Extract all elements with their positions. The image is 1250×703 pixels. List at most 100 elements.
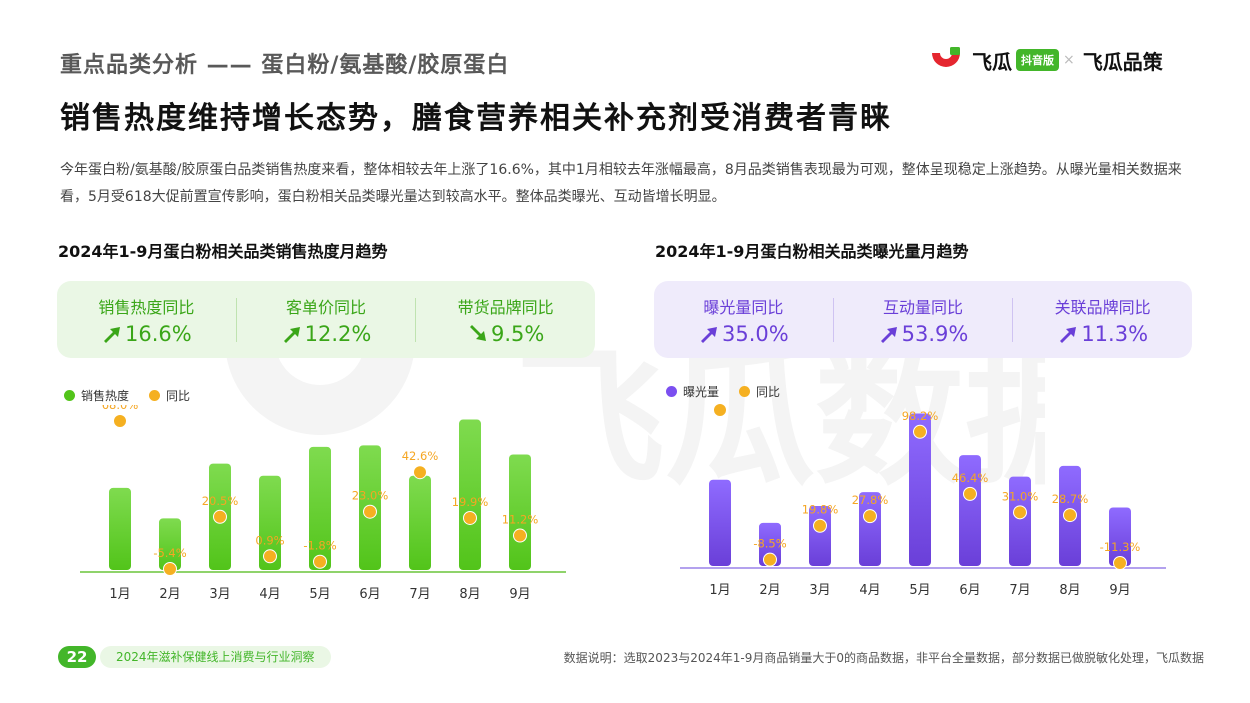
x-tick-label: 7月	[409, 587, 430, 602]
kpi-label: 曝光量同比	[703, 297, 784, 317]
yoy-point-1月	[713, 403, 727, 417]
right-bar-chart: 116.4% 1月 -8.5% 2月 19.8% 3月 27.8% 4月 98.2% 5月 46.4…	[680, 400, 1166, 598]
bar-9月	[509, 454, 531, 570]
trend-down-arrow-icon	[470, 324, 486, 341]
kpi-label: 互动量同比	[883, 297, 964, 317]
logo-separator: ×	[1063, 52, 1075, 68]
kpi-value: 35.0%	[721, 321, 789, 346]
yoy-label-6月: 46.4%	[952, 471, 989, 485]
kpi-divider	[832, 297, 834, 342]
kpi-value-row: 35.0%	[654, 322, 833, 346]
legend-label: 同比	[756, 385, 781, 399]
kpi-value-row: 12.2%	[237, 322, 416, 346]
bar-5月	[909, 413, 931, 566]
yoy-label-6月: 23.0%	[352, 489, 389, 503]
x-tick-label: 2月	[759, 583, 780, 598]
x-tick-label: 8月	[459, 587, 480, 602]
yoy-point-2月	[163, 562, 177, 576]
bar-4月	[859, 492, 881, 566]
yoy-point-3月	[813, 518, 827, 533]
legend-swatch-purple	[666, 386, 677, 397]
x-tick-label: 6月	[359, 587, 380, 602]
kpi-value: 12.2%	[304, 321, 372, 346]
legend-swatch-orange	[739, 386, 751, 397]
yoy-point-7月	[1013, 505, 1027, 520]
kpi-label: 客单价同比	[286, 297, 367, 317]
left-chart-title: 2024年1-9月蛋白粉相关品类销售热度月趋势	[58, 242, 388, 261]
kpi-divider	[235, 297, 237, 342]
kpi-value: 9.5%	[491, 321, 545, 346]
right-kpi-panel: 曝光量同比 35.0% 互动量同比 53.9% 关联品牌同比 11.3%	[654, 281, 1192, 358]
trend-up-arrow-icon	[880, 326, 897, 343]
kpi-value-row: 11.3%	[1013, 322, 1192, 346]
x-tick-label: 9月	[1109, 583, 1130, 598]
kpi-value-row: 53.9%	[834, 322, 1013, 346]
right-chart-title: 2024年1-9月蛋白粉相关品类曝光量月趋势	[655, 242, 969, 261]
yoy-point-1月	[113, 414, 127, 428]
kpi-card: 曝光量同比 35.0%	[654, 292, 833, 348]
kpi-divider	[1012, 297, 1014, 342]
kpi-card: 客单价同比 12.2%	[237, 292, 416, 348]
section-title: 重点品类分析 —— 蛋白粉/氨基酸/胶原蛋白	[60, 53, 510, 78]
left-kpi-panel: 销售热度同比 16.6% 客单价同比 12.2% 带货品牌同比 9.5%	[57, 281, 595, 358]
x-tick-label: 7月	[1009, 583, 1030, 598]
x-tick-label: 6月	[959, 583, 980, 598]
description: 今年蛋白粉/氨基酸/胶原蛋白品类销售热度来看，整体相较去年上涨了16.6%，其中…	[60, 162, 1182, 205]
right-legend: 曝光量 同比	[666, 383, 800, 400]
yoy-point-4月	[863, 509, 877, 524]
yoy-point-3月	[213, 509, 227, 524]
yoy-label-1月: 68.0%	[102, 405, 139, 412]
legend-swatch-green	[64, 390, 75, 401]
bar-2月	[159, 518, 181, 570]
kpi-value: 16.6%	[124, 321, 192, 346]
x-tick-label: 5月	[909, 583, 930, 598]
yoy-point-9月	[1113, 556, 1127, 570]
legend-item-yoy: 同比	[149, 387, 190, 404]
yoy-label-9月: 11.2%	[502, 513, 539, 527]
bar-4月	[259, 475, 281, 570]
yoy-point-5月	[913, 424, 927, 439]
kpi-label: 带货品牌同比	[457, 297, 554, 317]
kpi-value-row: 16.6%	[57, 322, 236, 346]
yoy-point-8月	[1063, 508, 1077, 523]
kpi-value: 11.3%	[1081, 321, 1149, 346]
kpi-card: 互动量同比 53.9%	[834, 292, 1013, 348]
bar-1月	[109, 487, 131, 570]
page-headline: 销售热度维持增长态势，膳食营养相关补充剂受消费者青睐	[60, 101, 892, 136]
report-name: 2024年滋补保健线上消费与行业洞察	[100, 646, 331, 668]
trend-up-arrow-icon	[700, 326, 717, 343]
bar-2月	[759, 522, 781, 566]
brand-badge: 抖音版	[1016, 49, 1059, 71]
trend-up-arrow-icon	[1060, 326, 1077, 343]
kpi-divider	[415, 297, 417, 342]
legend-item-sales: 销售热度	[64, 387, 129, 404]
x-tick-label: 3月	[809, 583, 830, 598]
x-tick-label: 4月	[259, 587, 280, 602]
bar-8月	[459, 419, 481, 570]
yoy-label-7月: 42.6%	[402, 449, 439, 463]
bar-6月	[959, 455, 981, 566]
yoy-label-5月: 98.2%	[902, 409, 939, 423]
kpi-card: 带货品牌同比 9.5%	[416, 292, 595, 348]
bar-7月	[409, 475, 431, 570]
trend-up-arrow-icon	[103, 326, 120, 343]
yoy-point-9月	[513, 528, 527, 543]
left-bar-chart: 68.0% 1月 -5.4% 2月 20.5% 3月 0.9% 4月 -1.8% 5月 23.0% 6…	[80, 405, 566, 602]
yoy-label-4月: 27.8%	[852, 493, 889, 507]
bar-7月	[1009, 476, 1031, 566]
yoy-point-6月	[363, 504, 377, 519]
kpi-value: 53.9%	[901, 321, 969, 346]
yoy-label-3月: 19.8%	[802, 503, 839, 517]
yoy-label-7月: 31.0%	[1002, 489, 1039, 503]
yoy-point-6月	[963, 486, 977, 501]
yoy-point-8月	[463, 510, 477, 525]
legend-swatch-orange	[149, 390, 161, 401]
bar-3月	[809, 505, 831, 566]
kpi-value-row: 9.5%	[416, 322, 595, 346]
yoy-label-2月: -5.4%	[153, 546, 186, 560]
x-tick-label: 9月	[509, 587, 530, 602]
yoy-label-2月: -8.5%	[753, 537, 786, 551]
yoy-label-1月: 116.4%	[698, 400, 742, 401]
yoy-label-3月: 20.5%	[202, 494, 239, 508]
yoy-point-4月	[263, 549, 277, 564]
